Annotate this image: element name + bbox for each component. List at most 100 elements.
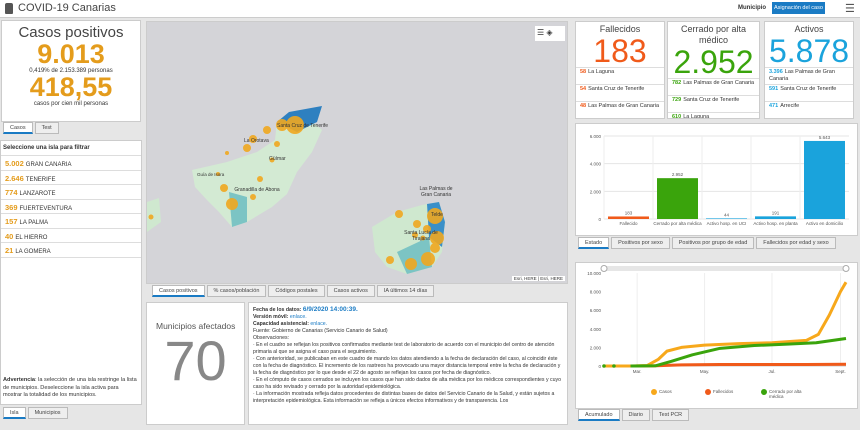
card-row[interactable]: 782 Las Palmas de Gran Canaria: [668, 78, 759, 95]
card-row[interactable]: 471 Arrecife: [765, 101, 853, 118]
card-title: Cerrado por alta médico: [680, 24, 747, 45]
island-item[interactable]: 40 EL HIERRO: [1, 229, 141, 243]
municipios-value: 70: [164, 329, 227, 392]
tab-c-digos-postales[interactable]: Códigos postales: [268, 285, 325, 297]
map-label: Santa Lucía de Tirajana: [404, 230, 438, 242]
row-label: La Laguna: [588, 69, 615, 75]
legend-marker[interactable]: [651, 389, 657, 395]
legend-marker[interactable]: [705, 389, 711, 395]
island-name: LA GOMERA: [15, 249, 51, 255]
layers-icon[interactable]: ◈: [546, 28, 553, 37]
range-slider[interactable]: [604, 266, 846, 271]
row-label: Santa Cruz de Tenerife: [780, 86, 837, 92]
tab--casos-poblaci-n[interactable]: % casos/población: [206, 285, 267, 297]
casos-title: Casos positivos: [18, 24, 124, 41]
card-row[interactable]: 729 Santa Cruz de Tenerife: [668, 95, 759, 112]
card-value: 5.878: [768, 33, 850, 69]
legend-label[interactable]: Fallecidos: [713, 389, 734, 394]
row-value: 58: [580, 69, 587, 75]
island-item[interactable]: 774 LANZAROTE: [1, 185, 141, 200]
casos-total: 9.013: [37, 39, 105, 69]
card-row[interactable]: 591 Santa Cruz de Tenerife: [765, 84, 853, 101]
data-point: [612, 364, 616, 368]
island-tabs: Isla Municipios: [3, 407, 68, 419]
movil-link[interactable]: enlace.: [289, 314, 307, 320]
casos-rate: 418,55: [29, 72, 113, 102]
island-name: EL HIERRO: [15, 234, 48, 241]
legend-label[interactable]: Casos: [659, 389, 672, 394]
tab-positivos-por-grupo-de-edad[interactable]: Positivos por grupo de edad: [671, 237, 755, 249]
bar-chart-svg: 0 2.000 4.000 6.000 183 Fallecido 2.952 Cerrado…: [590, 134, 849, 226]
series-line-cerrado[interactable]: [630, 337, 847, 368]
island-count: 774: [5, 188, 18, 197]
bar[interactable]: [804, 140, 845, 219]
tab-casos-positivos[interactable]: Casos positivos: [152, 285, 205, 297]
y-tick-label: 4.000: [590, 162, 602, 167]
bar[interactable]: [706, 218, 747, 219]
map-label: Telde: [431, 212, 443, 218]
tab-test[interactable]: Test: [34, 122, 59, 134]
island-item[interactable]: 21 LA GOMERA: [1, 243, 141, 258]
island-name: FUERTEVENTURA: [19, 205, 73, 212]
y-tick-label: 0: [598, 364, 601, 369]
accumulated-line-chart: 0 2.000 4.000 6.000 8.000 10.000 Mar. May. Jul. S…: [575, 262, 858, 409]
island-item[interactable]: 5.002 GRAN CANARIA: [1, 156, 141, 171]
map-view[interactable]: Santa Cruz de Tenerife La Orotava Güímar…: [146, 21, 568, 284]
tab-diario[interactable]: Diario: [621, 409, 650, 421]
cap-label: Capacidad asistencial:: [253, 321, 309, 327]
tab-acumulado[interactable]: Acumulado: [578, 409, 620, 421]
line-chart-svg: 0 2.000 4.000 6.000 8.000 10.000 Mar. May. Jul. S…: [587, 265, 850, 399]
island-item[interactable]: 369 FUERTEVENTURA: [1, 200, 141, 214]
range-handle[interactable]: [600, 265, 608, 272]
legend-marker[interactable]: [761, 389, 767, 395]
legend-label[interactable]: Cerrado por alta médica: [769, 389, 802, 399]
estado-bar-chart: 0 2.000 4.000 6.000 183 Fallecido 2.952 Cerrado…: [575, 123, 858, 236]
x-category-label: Fallecido: [619, 221, 638, 226]
bar[interactable]: [608, 216, 649, 219]
card-row[interactable]: 3.396 Las Palmas de Gran Canaria: [765, 67, 853, 84]
tab-casos-activos[interactable]: Casos activos: [326, 285, 375, 297]
map-attribution: Esri, HERE | Esri, HERE: [511, 276, 565, 281]
x-tick-label: Mar.: [633, 369, 642, 374]
island-name: TENERIFE: [25, 176, 56, 183]
warning-text: : la selección de una isla restringe la …: [3, 377, 137, 398]
legend-list-icon[interactable]: ☰: [537, 28, 545, 37]
asignacion-button[interactable]: Asignación del caso: [772, 2, 825, 14]
tab-isla[interactable]: Isla: [3, 407, 26, 419]
range-handle[interactable]: [842, 265, 850, 272]
hamburger-icon[interactable]: ☰: [845, 3, 855, 15]
fecha-label: Fecha de los datos:: [253, 307, 302, 313]
island-count: 157: [5, 217, 18, 226]
cap-link[interactable]: enlace.: [310, 321, 328, 327]
map-label: La Orotava: [244, 138, 269, 144]
tab-fallecidos-por-edad-y-sexo[interactable]: Fallecidos por edad y sexo: [756, 237, 836, 249]
island-list-heading: Seleccione una isla para filtrar: [1, 141, 141, 156]
info-panel: Fecha de los datos: 6/9/2020 14:00:39. V…: [248, 302, 568, 425]
case-bubbles: [148, 116, 444, 270]
card-row[interactable]: 48 Las Palmas de Gran Canaria: [576, 101, 664, 118]
tab-estado[interactable]: Estado: [578, 237, 610, 249]
bar[interactable]: [657, 178, 698, 219]
series-line-casos[interactable]: [604, 281, 848, 368]
map-canvas[interactable]: [147, 22, 568, 284]
island-count: 2.646: [5, 173, 24, 183]
card-row[interactable]: 58 La Laguna: [576, 67, 664, 84]
tab-test-pcr[interactable]: Test PCR: [651, 409, 690, 421]
line-chart-tabs: Acumulado Diario Test PCR: [578, 409, 690, 421]
tab-ia-ltimos-14-d-as[interactable]: IA últimos 14 días: [376, 285, 435, 297]
obs-paragraph: · Con anterioridad, se publicaban en est…: [253, 356, 561, 376]
island-item[interactable]: 2.646 TENERIFE: [1, 171, 141, 185]
bar-chart-tabs: Estado Positivos por sexo Positivos por gr…: [578, 237, 836, 249]
tab-municipios[interactable]: Municipios: [27, 407, 68, 419]
y-tick-label: 0: [598, 217, 601, 222]
card-row[interactable]: 610 La Laguna: [668, 112, 759, 118]
bar[interactable]: [755, 216, 796, 219]
movil-label: Versión móvil:: [253, 314, 289, 320]
tab-casos[interactable]: Casos: [3, 122, 33, 134]
y-tick-label: 10.000: [587, 271, 601, 276]
tab-positivos-por-sexo[interactable]: Positivos por sexo: [611, 237, 670, 249]
island-item[interactable]: 157 LA PALMA: [1, 214, 141, 229]
island-name: LANZAROTE: [19, 191, 56, 197]
card-row[interactable]: 54 Santa Cruz de Tenerife: [576, 84, 664, 101]
row-label: Las Palmas de Gran Canaria: [683, 80, 755, 86]
